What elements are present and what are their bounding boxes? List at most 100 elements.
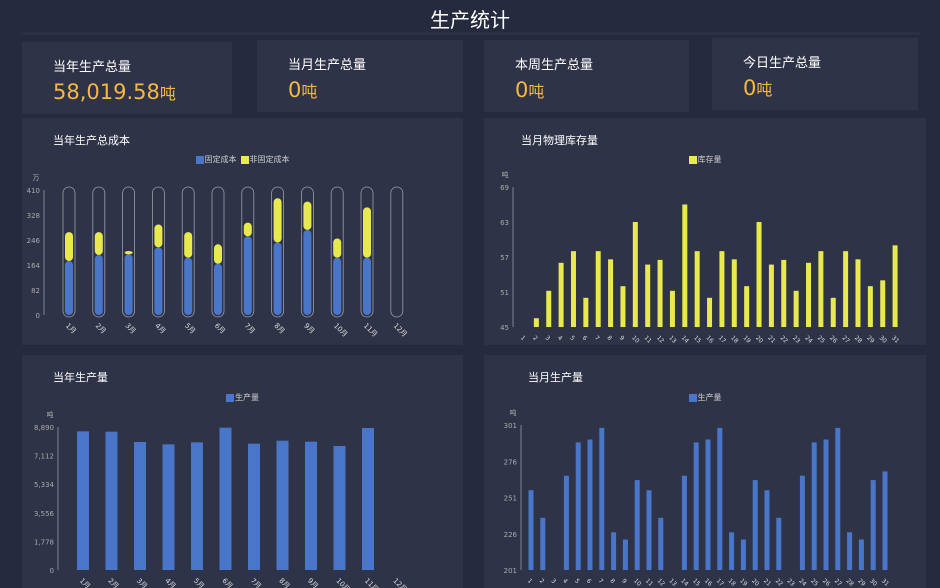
bar-cost: [94, 232, 103, 255]
panel-year-cost: 当年生产总成本 固定成本 非固定成本万 0 82 164 246 328 410 1月 2月 3月 4…: [22, 118, 463, 345]
card-unit: 吨: [159, 84, 176, 103]
x-tick-label: 26: [828, 334, 838, 344]
x-tick-label: 10: [632, 577, 642, 587]
bar-track: [151, 186, 165, 318]
y-tick-label: 69: [500, 184, 509, 192]
y-tick-label: 251: [504, 495, 517, 503]
x-tick-label: 30: [868, 577, 878, 587]
bar-month-output: [717, 427, 723, 570]
legend-item[interactable]: 库存量: [688, 154, 722, 165]
x-tick-label: 27: [833, 577, 843, 587]
bar-track: [271, 186, 285, 318]
x-tick-label: 27: [840, 334, 850, 344]
x-tick-label: 24: [803, 334, 813, 344]
x-tick-label: 15: [691, 577, 701, 587]
x-tick-label: 16: [703, 577, 713, 587]
x-tick-label: 1: [519, 334, 527, 342]
bar-inventory: [830, 297, 836, 327]
card-value-number: 0: [515, 78, 529, 102]
legend-item[interactable]: 生产量: [226, 392, 259, 403]
bar-cost: [184, 232, 193, 258]
legend-label: 固定成本: [204, 155, 237, 164]
legend-label: 库存量: [697, 155, 722, 164]
y-tick-label: 51: [500, 289, 509, 297]
x-tick-label: 1月: [78, 577, 92, 588]
bar-track: [122, 186, 135, 318]
y-tick-label: 8,890: [34, 424, 54, 432]
bar-cost: [154, 247, 163, 315]
legend-label: 生产量: [697, 393, 722, 402]
y-tick-label: 5,334: [34, 481, 55, 489]
bar-month-output: [823, 439, 829, 570]
bar-month-output: [740, 539, 746, 570]
legend-item[interactable]: 生产量: [688, 392, 722, 403]
bar-cost: [65, 232, 73, 262]
card-value: 0吨: [515, 78, 544, 102]
x-tick-label: 28: [853, 334, 863, 344]
bar-inventory: [843, 251, 849, 327]
x-tick-label: 18: [729, 334, 739, 344]
page-title: 生产统计: [430, 8, 510, 32]
bar-cost: [154, 224, 163, 248]
bar-inventory: [669, 290, 675, 327]
x-tick-label: 8月: [272, 322, 286, 336]
panel-year-output: 当年生产量 生产量吨 0 1,778 3,556 5,334 7,112 8,890 1月 2月…: [22, 355, 463, 588]
bar-month-output: [575, 442, 581, 570]
bar-cost: [273, 198, 282, 243]
bar-inventory: [855, 259, 861, 327]
bar-track: [62, 186, 76, 318]
bar-cost: [273, 242, 282, 315]
y-tick-label: 328: [27, 212, 40, 220]
x-tick-label: 12: [655, 334, 665, 344]
x-tick-label: 8: [605, 334, 613, 342]
bar-month-output: [729, 532, 735, 570]
bar-inventory: [880, 280, 886, 327]
bar-track: [181, 186, 195, 318]
x-tick-label: 4月: [163, 577, 177, 588]
bar-cost: [303, 229, 312, 315]
card-week-total: 本周生产总量 0吨: [484, 40, 689, 112]
x-tick-label: 10: [630, 334, 640, 344]
chart-legend: 生产量: [484, 392, 926, 403]
legend-item[interactable]: 非固定成本: [240, 154, 290, 165]
x-tick-label: 2: [538, 577, 546, 585]
legend-item[interactable]: 固定成本: [195, 154, 237, 165]
bar-month-output: [835, 427, 841, 570]
x-tick-label: 11: [643, 334, 653, 344]
bar-cost: [124, 254, 133, 315]
card-today-total: 今日生产总量 0吨: [712, 38, 918, 110]
x-tick-label: 12月: [392, 322, 409, 339]
bar-inventory: [867, 286, 873, 327]
bar-month-output: [681, 475, 687, 570]
x-tick-label: 3: [544, 334, 552, 342]
legend-swatch: [688, 155, 697, 164]
chart-legend: 库存量: [484, 154, 926, 165]
bar-year-output: [219, 427, 232, 570]
bar-year-output: [77, 431, 89, 570]
x-tick-label: 22: [779, 334, 789, 344]
bar-inventory: [818, 251, 824, 327]
bar-cost: [214, 263, 222, 315]
bar-inventory: [793, 290, 799, 327]
bar-inventory: [694, 251, 700, 327]
bar-inventory: [645, 264, 651, 327]
panel-title: 当年生产量: [53, 371, 108, 384]
x-tick-label: 7: [597, 577, 605, 585]
x-tick-label: 17: [715, 577, 725, 587]
y-tick-label: 57: [500, 254, 509, 262]
x-tick-label: 13: [667, 577, 677, 587]
bar-cost: [94, 254, 103, 315]
bar-inventory: [608, 259, 614, 327]
y-tick-label: 164: [27, 262, 41, 270]
legend-swatch: [688, 393, 697, 402]
bar-inventory: [595, 251, 601, 327]
x-tick-label: 23: [785, 577, 795, 587]
legend-swatch: [195, 155, 204, 164]
y-tick-label: 226: [504, 531, 518, 539]
bar-cost: [363, 257, 371, 315]
bar-cost: [363, 207, 371, 258]
chart-legend: 生产量: [22, 392, 463, 403]
bar-track: [390, 186, 404, 318]
x-tick-label: 18: [726, 577, 736, 587]
y-axis-unit: 吨: [502, 170, 509, 179]
